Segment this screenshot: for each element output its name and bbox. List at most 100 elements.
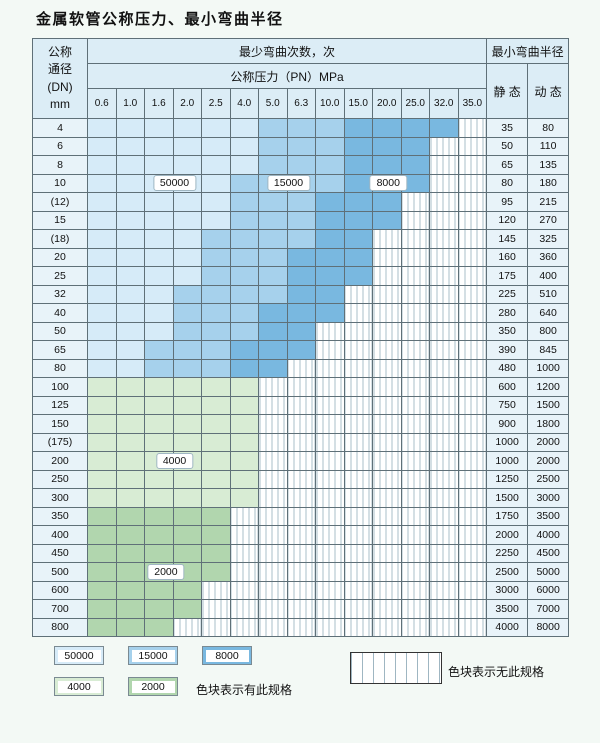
no-spec-cell (372, 247, 402, 267)
static-radius-cell: 120 (486, 210, 529, 230)
static-radius-cell: 2500 (486, 562, 529, 582)
no-spec-cell (400, 377, 430, 397)
dn-header-line: 通径 (47, 62, 72, 77)
spec-cell (315, 155, 345, 175)
no-spec-cell (429, 525, 459, 545)
spec-cell (87, 303, 117, 323)
spec-cell (201, 340, 231, 360)
spec-cell (144, 155, 174, 175)
no-spec-cell (258, 562, 288, 582)
dn-cell: (12) (32, 192, 88, 212)
spec-cell (115, 192, 145, 212)
spec-cell (144, 617, 174, 637)
no-spec-cell (429, 210, 459, 230)
no-spec-cell (457, 155, 488, 175)
no-spec-cell (258, 599, 288, 619)
spec-cell (115, 358, 145, 378)
legend-swatch-label: 8000 (205, 649, 249, 662)
no-spec-cell (457, 284, 488, 304)
no-spec-cell (286, 488, 316, 508)
dn-cell: 350 (32, 506, 88, 526)
table-row: 600 3000 6000 (32, 580, 570, 600)
radius-header: 最小弯曲半径 (486, 38, 570, 64)
table-row: 20 160 360 (32, 247, 570, 267)
spec-cell (258, 229, 288, 249)
spec-cell (343, 229, 373, 249)
static-radius-cell: 3000 (486, 580, 529, 600)
no-spec-cell (400, 395, 430, 415)
spec-cell (258, 358, 288, 378)
spec-cell (87, 192, 117, 212)
no-spec-cell (315, 451, 345, 471)
spec-table: 公称 通径 (DN) mm 最少弯曲次数，次 最小弯曲半径 公称压力（PN）MP… (32, 38, 570, 637)
no-spec-cell (400, 358, 430, 378)
static-radius-cell: 175 (486, 266, 529, 286)
table-row: 400 2000 4000 (32, 525, 570, 545)
dynamic-radius-cell: 8000 (527, 617, 570, 637)
spec-cell (372, 192, 402, 212)
spec-cell (229, 395, 259, 415)
spec-cell (201, 155, 231, 175)
spec-cell (115, 525, 145, 545)
no-spec-cell (457, 136, 488, 156)
spec-table-head: 公称 通径 (DN) mm 最少弯曲次数，次 最小弯曲半径 公称压力（PN）MP… (32, 38, 570, 119)
spec-cell (87, 340, 117, 360)
spec-cell (172, 155, 202, 175)
spec-cell (315, 247, 345, 267)
spec-cell (286, 321, 316, 341)
spec-cell (286, 136, 316, 156)
dn-cell: 600 (32, 580, 88, 600)
pressure-header: 公称压力（PN）MPa (86, 63, 488, 89)
no-spec-cell (372, 543, 402, 563)
static-radius-cell: 750 (486, 395, 529, 415)
spec-cell (87, 562, 117, 582)
static-radius-cell: 390 (486, 340, 529, 360)
spec-cell (172, 210, 202, 230)
dynamic-radius-cell: 1800 (527, 414, 570, 434)
table-row: 700 3500 7000 (32, 599, 570, 619)
no-spec-cell (343, 562, 373, 582)
dynamic-radius-cell: 4500 (527, 543, 570, 563)
spec-cell (372, 136, 402, 156)
spec-cell (115, 506, 145, 526)
no-spec-cell (400, 617, 430, 637)
no-spec-cell (258, 525, 288, 545)
spec-cell (144, 580, 174, 600)
spec-cell (115, 451, 145, 471)
spec-cell (286, 118, 316, 138)
dynamic-radius-cell: 80 (527, 118, 570, 138)
spec-cell (201, 266, 231, 286)
no-spec-cell (457, 358, 488, 378)
dn-header-line: mm (50, 96, 70, 111)
no-spec-cell (400, 599, 430, 619)
no-spec-cell (372, 432, 402, 452)
spec-cell (201, 451, 231, 471)
no-spec-cell (229, 599, 259, 619)
no-spec-cell (229, 580, 259, 600)
spec-cell (172, 432, 202, 452)
no-spec-cell (372, 414, 402, 434)
table-row: (175) 1000 2000 (32, 432, 570, 452)
static-radius-cell: 2250 (486, 543, 529, 563)
spec-cell (144, 377, 174, 397)
spec-cell (258, 192, 288, 212)
no-spec-cell (315, 340, 345, 360)
spec-cell (115, 469, 145, 489)
no-spec-cell (457, 247, 488, 267)
spec-cell (343, 192, 373, 212)
legend-swatch-2000: 2000 (128, 677, 178, 696)
spec-cell (201, 432, 231, 452)
dn-cell: 4 (32, 118, 88, 138)
no-spec-cell (343, 358, 373, 378)
spec-cell (343, 247, 373, 267)
spec-cell (201, 506, 231, 526)
spec-cell (115, 395, 145, 415)
spec-cell (87, 155, 117, 175)
no-spec-cell (372, 469, 402, 489)
table-row: 65 390 845 (32, 340, 570, 360)
spec-cell (201, 395, 231, 415)
dn-cell: 300 (32, 488, 88, 508)
no-spec-cell (372, 358, 402, 378)
spec-cell (229, 358, 259, 378)
spec-cell (172, 284, 202, 304)
